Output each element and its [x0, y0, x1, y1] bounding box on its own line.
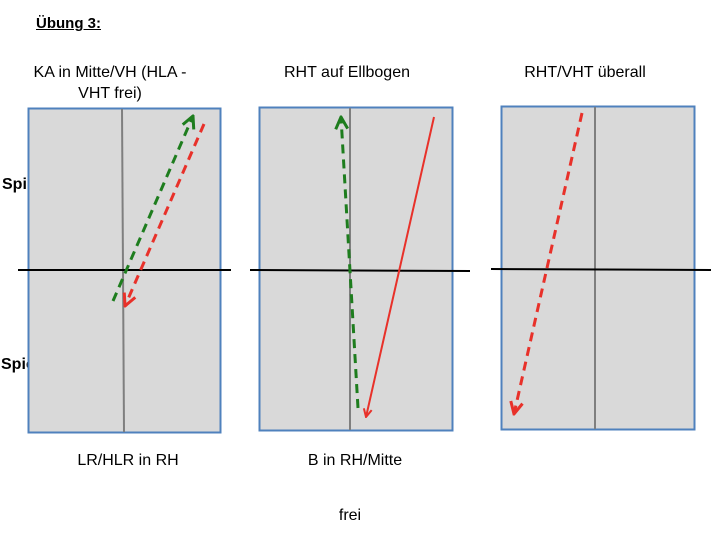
panel-1-heading: KA in Mitte/VH (HLA - VHT frei)	[10, 62, 210, 104]
panel-3-heading-line1: RHT/VHT überall	[524, 64, 646, 81]
panel-2-heading-line1: RHT auf Ellbogen	[284, 64, 410, 81]
footer-text: frei	[338, 507, 362, 524]
panel-1-heading-line2: VHT frei)	[78, 85, 142, 102]
table-panel-3	[490, 105, 712, 431]
green-dashed-arrow	[111, 116, 193, 302]
table-panel-1	[18, 107, 231, 434]
net-line	[490, 268, 712, 271]
red-dashed-arrow	[125, 123, 206, 306]
green-dashed-arrow	[341, 117, 360, 409]
red-solid-arrow	[366, 116, 435, 417]
panel-3-heading: RHT/VHT überall	[490, 62, 680, 83]
panel-2-heading: RHT auf Ellbogen	[256, 62, 438, 83]
panel-1-heading-line1: KA in Mitte/VH (HLA -	[33, 64, 187, 81]
panel-2-caption: B in RH/Mitte	[307, 452, 403, 469]
red-dashed-arrow	[514, 112, 584, 414]
table-surface	[500, 105, 696, 431]
net-line	[249, 269, 471, 272]
exercise-title: Übung 3:	[36, 15, 101, 32]
table-surface	[258, 106, 454, 432]
panel-1-caption: LR/HLR in RH	[77, 452, 179, 469]
table-panel-2	[249, 106, 471, 432]
